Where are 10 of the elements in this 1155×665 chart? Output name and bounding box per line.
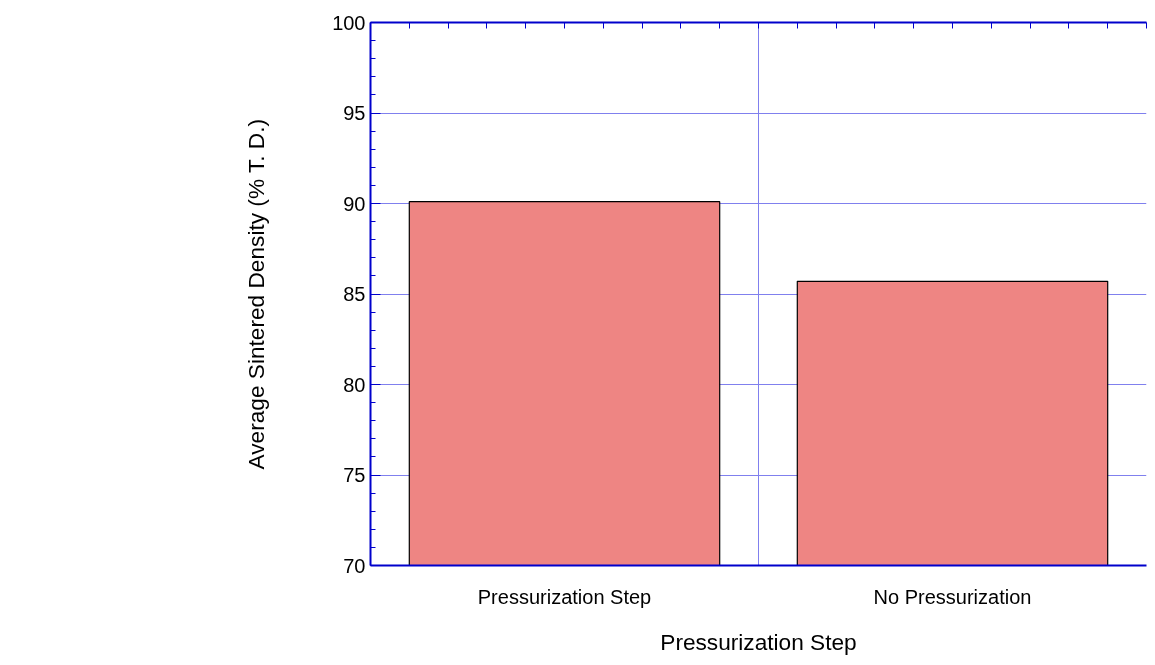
- y-tick-label: 95: [343, 102, 366, 124]
- x-tick-label: No Pressurization: [873, 585, 1032, 608]
- y-tick-label: 100: [332, 11, 366, 34]
- y-tick-label: 90: [343, 192, 366, 215]
- y-axis-title: Average Sintered Density (% T. D.): [243, 118, 270, 470]
- y-tick-label: 80: [343, 373, 366, 396]
- y-tick-label: 85: [343, 283, 366, 305]
- x-axis-title: Pressurization Step: [660, 628, 857, 655]
- y-tick-label: 70: [343, 554, 366, 577]
- y-tick-label: 75: [343, 464, 366, 486]
